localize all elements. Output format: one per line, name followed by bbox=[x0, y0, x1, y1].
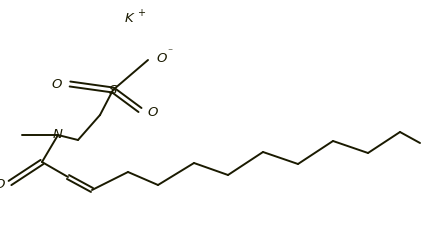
Text: O: O bbox=[156, 52, 166, 64]
Text: N: N bbox=[53, 128, 63, 141]
Text: ⁻: ⁻ bbox=[167, 47, 172, 57]
Text: K: K bbox=[125, 12, 134, 25]
Text: O: O bbox=[147, 106, 157, 118]
Text: O: O bbox=[0, 178, 5, 192]
Text: +: + bbox=[137, 8, 145, 18]
Text: S: S bbox=[109, 84, 117, 96]
Text: O: O bbox=[51, 77, 62, 91]
